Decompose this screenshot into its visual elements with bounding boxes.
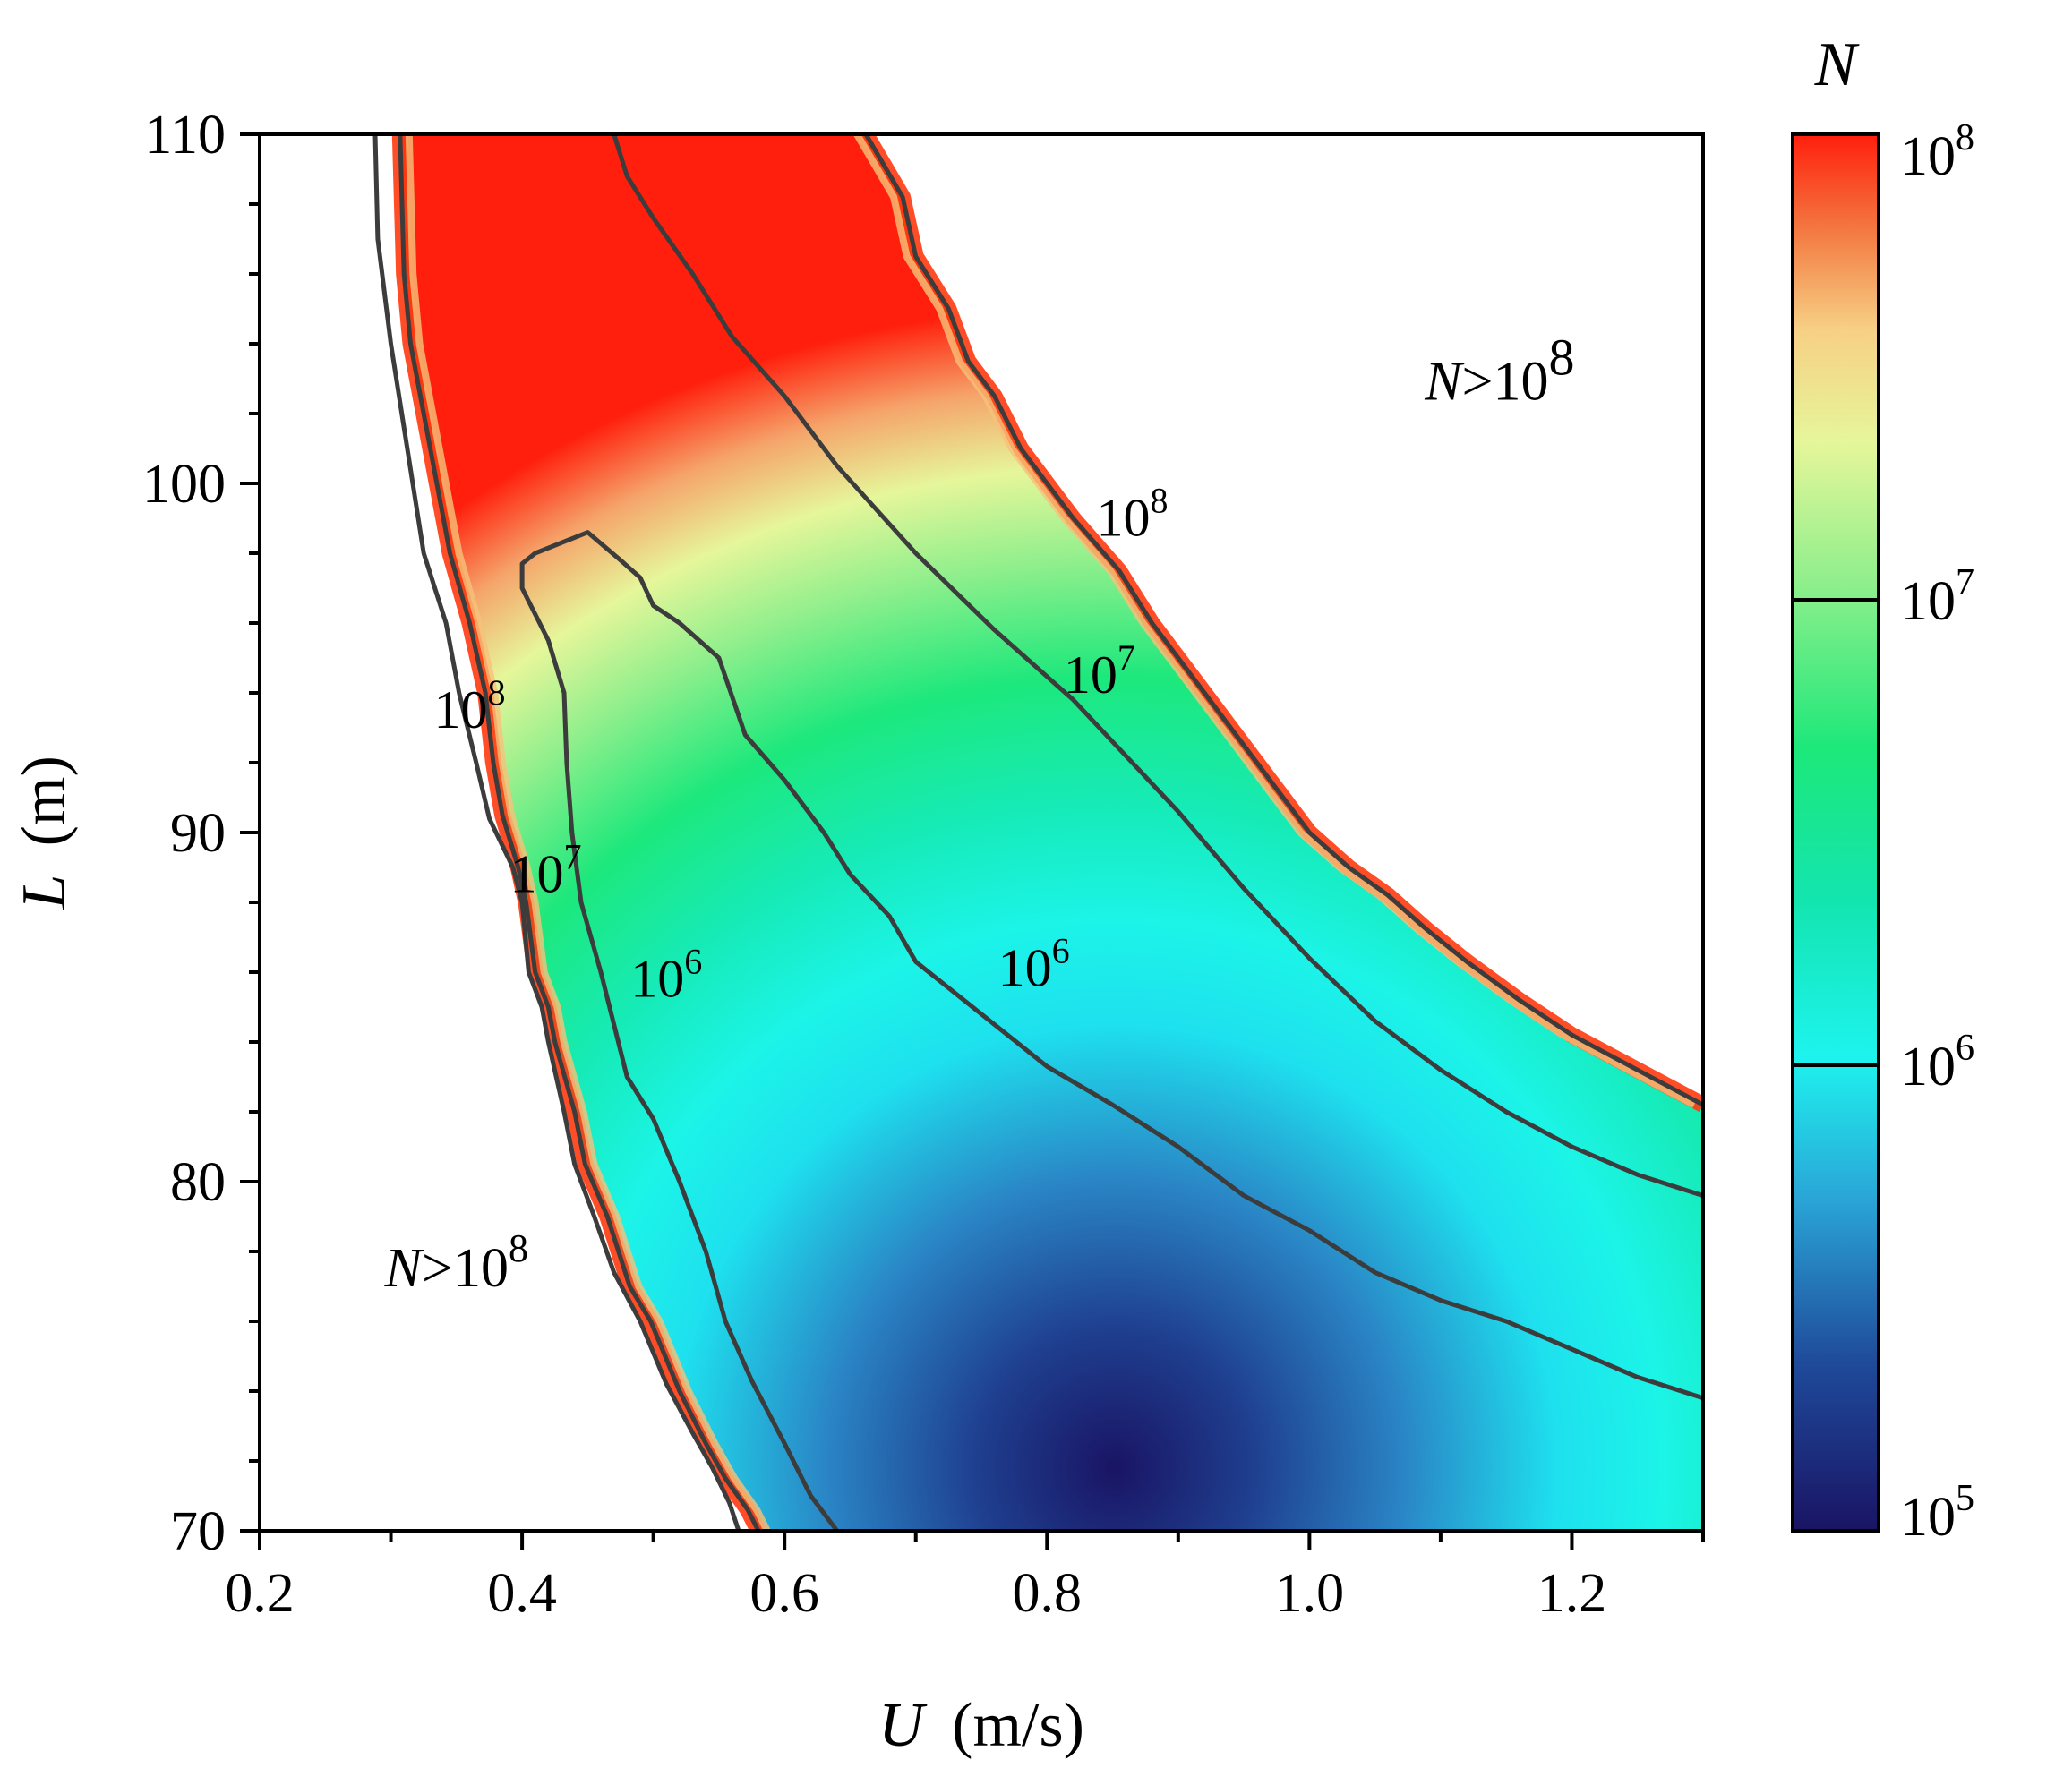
region-label-rel: >10 bbox=[422, 1238, 509, 1299]
y-axis: 70 80 90 100 110 bbox=[142, 105, 260, 1562]
colorbar-tick-base: 10 bbox=[1900, 1037, 1956, 1098]
x-axis: 0.2 0.4 0.6 0.8 1.0 1.2 bbox=[225, 1531, 1705, 1624]
contour-label-exp: 7 bbox=[563, 836, 581, 876]
y-axis-title: L (m) bbox=[10, 756, 79, 910]
contour-label-10e6: 106 bbox=[998, 931, 1070, 998]
region-label-exp: 8 bbox=[1549, 328, 1575, 386]
contour-label-base: 10 bbox=[1064, 645, 1117, 705]
colorbar-tick-base: 10 bbox=[1900, 571, 1956, 632]
x-tick-label: 0.8 bbox=[1013, 1563, 1083, 1624]
contour-fill-region bbox=[399, 134, 1703, 1531]
contour-label-10e7: 107 bbox=[509, 836, 581, 903]
contour-label-base: 10 bbox=[998, 939, 1052, 998]
colorbar-gradient bbox=[1791, 132, 1880, 1533]
contour-label-exp: 6 bbox=[684, 941, 702, 981]
contour-line-10e7-right bbox=[612, 134, 1703, 1198]
x-tick-label: 0.6 bbox=[749, 1563, 819, 1624]
contour-lines bbox=[372, 134, 1703, 1531]
contour-label-exp: 7 bbox=[1117, 637, 1135, 678]
contour-label-10e8: 108 bbox=[433, 672, 505, 739]
x-tick-label: 1.2 bbox=[1537, 1563, 1607, 1624]
contour-label-exp: 8 bbox=[487, 672, 505, 713]
region-label-symbol: N bbox=[1424, 351, 1465, 412]
contour-label-10e7: 107 bbox=[1064, 637, 1135, 705]
contour-label-base: 10 bbox=[630, 949, 684, 1008]
contour-label-exp: 6 bbox=[1052, 931, 1070, 971]
y-tick-label: 90 bbox=[170, 803, 226, 864]
contour-line-10e7-left bbox=[372, 134, 741, 1531]
colorbar-tick-base: 10 bbox=[1900, 126, 1956, 187]
contour-label-10e6: 106 bbox=[630, 941, 702, 1008]
colorbar-tick-label: 107 bbox=[1900, 562, 1974, 632]
colorbar-tick-label: 108 bbox=[1900, 117, 1974, 187]
y-axis-unit: (m) bbox=[10, 756, 79, 846]
y-tick-label: 110 bbox=[144, 105, 226, 166]
region-label-rel: >10 bbox=[1462, 351, 1549, 412]
x-tick-label: 0.2 bbox=[225, 1563, 295, 1624]
region-label-1: N>108 bbox=[384, 1226, 528, 1299]
colorbar-tick-exp: 7 bbox=[1956, 562, 1974, 603]
contour-line-10e8-left bbox=[398, 134, 761, 1531]
colorbar-tick-label: 105 bbox=[1900, 1478, 1974, 1548]
x-tick-label: 0.4 bbox=[487, 1563, 557, 1624]
colorbar-title: N bbox=[1814, 30, 1860, 99]
x-axis-title: U (m/s) bbox=[878, 1691, 1084, 1760]
x-axis-unit: (m/s) bbox=[952, 1691, 1084, 1760]
contour-label-10e8: 108 bbox=[1097, 481, 1169, 548]
orange-rim-left bbox=[405, 134, 771, 1531]
y-axis-symbol: L bbox=[10, 875, 79, 910]
contour-label-base: 10 bbox=[509, 844, 563, 903]
contour-line-10e8-right bbox=[863, 134, 1703, 1107]
colorbar-tick-exp: 8 bbox=[1956, 117, 1974, 158]
region-label-symbol: N bbox=[384, 1238, 425, 1299]
region-label-2: N>108 bbox=[1424, 328, 1574, 412]
region-label-exp: 8 bbox=[509, 1226, 528, 1270]
colorbar-tick-exp: 6 bbox=[1956, 1028, 1974, 1069]
y-tick-label: 80 bbox=[170, 1152, 226, 1213]
x-axis-symbol: U bbox=[878, 1691, 928, 1760]
contour-line-10e6-loop bbox=[519, 530, 1703, 1531]
y-tick-label: 100 bbox=[142, 454, 226, 515]
orange-rim-right bbox=[853, 134, 1696, 1108]
contour-label-base: 10 bbox=[433, 680, 487, 739]
contour-label-base: 10 bbox=[1097, 489, 1151, 548]
colorbar-tick-base: 10 bbox=[1900, 1487, 1956, 1548]
colorbar-tick-exp: 5 bbox=[1956, 1478, 1974, 1519]
y-tick-label: 70 bbox=[170, 1501, 226, 1562]
x-tick-label: 1.0 bbox=[1275, 1563, 1345, 1624]
contour-label-exp: 8 bbox=[1151, 481, 1169, 521]
colorbar-tick-label: 106 bbox=[1900, 1028, 1974, 1098]
